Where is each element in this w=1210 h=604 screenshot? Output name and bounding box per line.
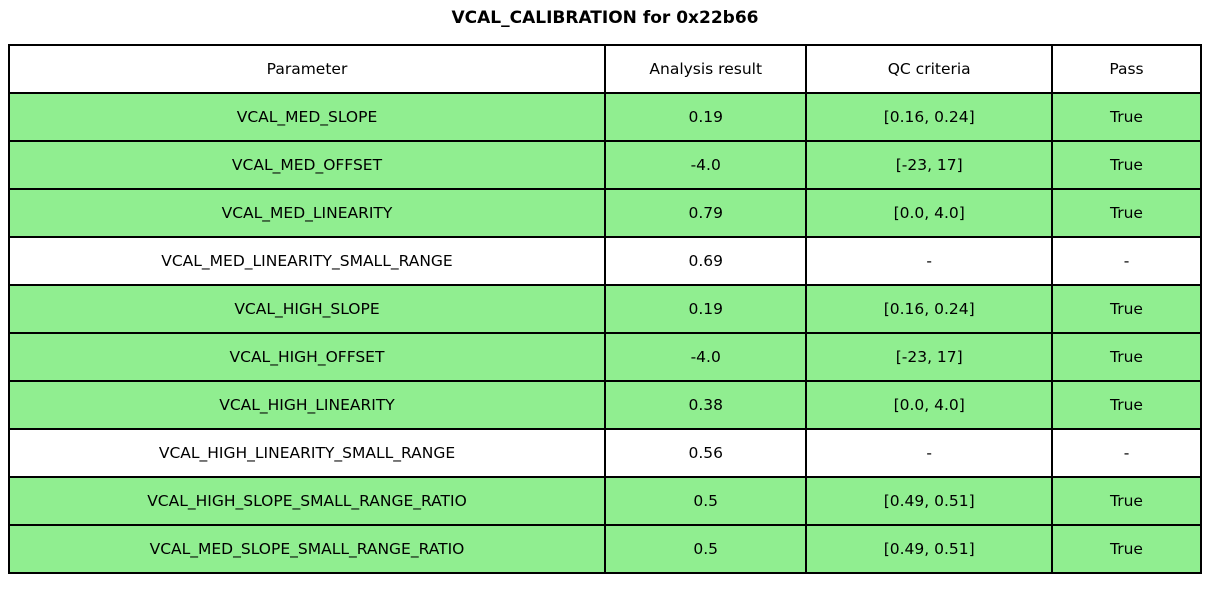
cell-pass: True <box>1050 284 1203 334</box>
cell-parameter: VCAL_HIGH_SLOPE_SMALL_RANGE_RATIO <box>8 476 606 526</box>
cell-parameter: VCAL_HIGH_OFFSET <box>8 332 606 382</box>
table-row: VCAL_MED_SLOPE_SMALL_RANGE_RATIO 0.5 [0.49… <box>8 524 1203 574</box>
cell-pass: True <box>1050 476 1203 526</box>
column-header-pass: Pass <box>1050 44 1203 94</box>
cell-qc-criteria: [-23, 17] <box>805 332 1053 382</box>
cell-analysis-result: 0.56 <box>603 428 808 478</box>
column-header-parameter: Parameter <box>8 44 606 94</box>
cell-analysis-result: -4.0 <box>603 332 808 382</box>
cell-parameter: VCAL_MED_SLOPE <box>8 92 606 142</box>
cell-qc-criteria: [0.49, 0.51] <box>805 476 1053 526</box>
table-row: VCAL_HIGH_LINEARITY_SMALL_RANGE 0.56- - <box>8 428 1203 478</box>
cell-pass: True <box>1050 188 1203 238</box>
column-header-analysis-result: Analysis result <box>603 44 808 94</box>
cell-parameter: VCAL_HIGH_SLOPE <box>8 284 606 334</box>
cell-parameter: VCAL_MED_LINEARITY_SMALL_RANGE <box>8 236 606 286</box>
cell-parameter: VCAL_HIGH_LINEARITY <box>8 380 606 430</box>
qc-results-table: Parameter Analysis result QC criteria Pa… <box>8 44 1203 574</box>
cell-pass: True <box>1050 92 1203 142</box>
cell-parameter: VCAL_MED_SLOPE_SMALL_RANGE_RATIO <box>8 524 606 574</box>
table-header-row: Parameter Analysis result QC criteria Pa… <box>8 44 1203 94</box>
cell-pass: True <box>1050 380 1203 430</box>
table-row: VCAL_HIGH_SLOPE_SMALL_RANGE_RATIO 0.5 [0.4… <box>8 476 1203 526</box>
cell-pass: - <box>1050 236 1203 286</box>
cell-qc-criteria: - <box>805 428 1053 478</box>
table-row: VCAL_HIGH_OFFSET -4.0 [-23, 17] True <box>8 332 1203 382</box>
cell-qc-criteria: [0.16, 0.24] <box>805 92 1053 142</box>
cell-qc-criteria: [0.0, 4.0] <box>805 380 1053 430</box>
cell-analysis-result: 0.38 <box>603 380 808 430</box>
cell-analysis-result: 0.19 <box>603 92 808 142</box>
cell-analysis-result: 0.79 <box>603 188 808 238</box>
table-row: VCAL_MED_SLOPE 0.19 [0.16, 0.24] True <box>8 92 1203 142</box>
cell-pass: True <box>1050 524 1203 574</box>
cell-pass: - <box>1050 428 1203 478</box>
cell-analysis-result: 0.69 <box>603 236 808 286</box>
cell-qc-criteria: [0.0, 4.0] <box>805 188 1053 238</box>
cell-parameter: VCAL_MED_OFFSET <box>8 140 606 190</box>
cell-qc-criteria: [0.16, 0.24] <box>805 284 1053 334</box>
cell-pass: True <box>1050 332 1203 382</box>
table-row: VCAL_MED_OFFSET -4.0 [-23, 17] True <box>8 140 1203 190</box>
cell-parameter: VCAL_MED_LINEARITY <box>8 188 606 238</box>
cell-qc-criteria: [-23, 17] <box>805 140 1053 190</box>
table-row: VCAL_MED_LINEARITY_SMALL_RANGE 0.69- - <box>8 236 1203 286</box>
table-row: VCAL_HIGH_LINEARITY 0.38 [0.0, 4.0] True <box>8 380 1203 430</box>
cell-analysis-result: 0.19 <box>603 284 808 334</box>
cell-pass: True <box>1050 140 1203 190</box>
table-row: VCAL_MED_LINEARITY 0.79 [0.0, 4.0] True <box>8 188 1203 238</box>
cell-parameter: VCAL_HIGH_LINEARITY_SMALL_RANGE <box>8 428 606 478</box>
cell-analysis-result: 0.5 <box>603 524 808 574</box>
cell-analysis-result: 0.5 <box>603 476 808 526</box>
column-header-qc-criteria: QC criteria <box>805 44 1053 94</box>
table-row: VCAL_HIGH_SLOPE 0.19 [0.16, 0.24] True <box>8 284 1203 334</box>
cell-qc-criteria: [0.49, 0.51] <box>805 524 1053 574</box>
page-title: VCAL_CALIBRATION for 0x22b66 <box>451 8 759 28</box>
cell-analysis-result: -4.0 <box>603 140 808 190</box>
cell-qc-criteria: - <box>805 236 1053 286</box>
